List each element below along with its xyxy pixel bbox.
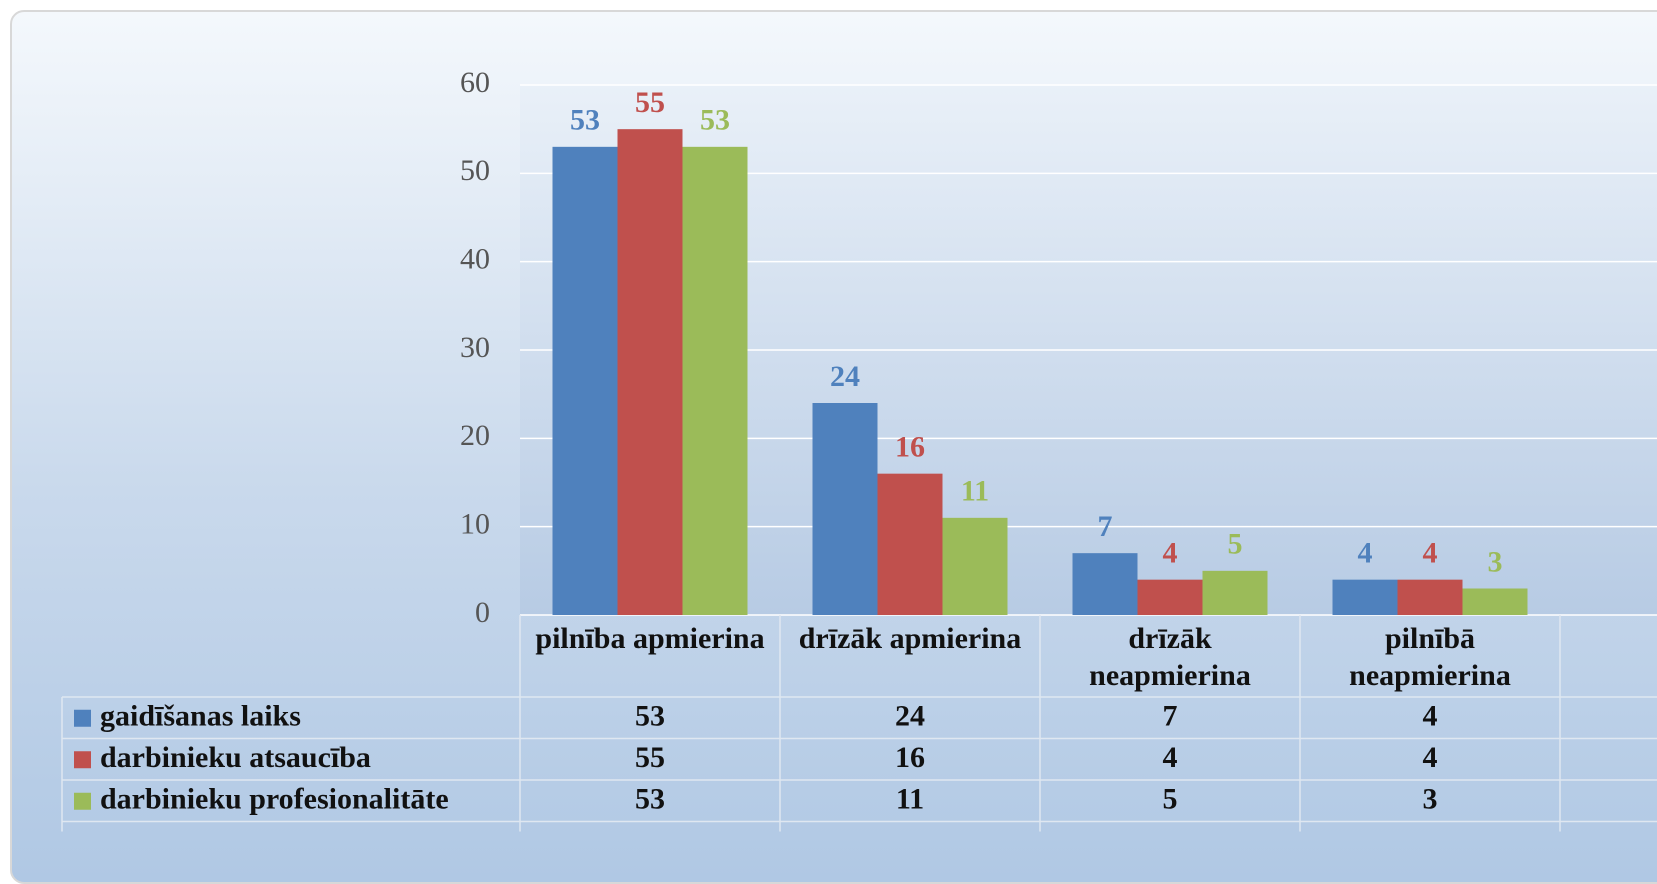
bar <box>812 403 878 615</box>
data-label: 11 <box>961 475 989 508</box>
data-label: 53 <box>570 104 600 137</box>
bar <box>1397 579 1463 615</box>
legend-label: gaidīšanas laiks <box>100 700 301 733</box>
table-value: 24 <box>895 700 925 733</box>
y-tick-label: 0 <box>475 596 490 629</box>
legend-label: darbinieku profesionalitāte <box>100 783 449 816</box>
bar <box>552 146 618 616</box>
table-value: 55 <box>635 741 665 774</box>
table-value: 4 <box>1423 741 1438 774</box>
data-label: 4 <box>1423 537 1438 570</box>
bar <box>877 473 943 615</box>
x-tick-label: pilnībā neapmierina <box>1349 622 1511 692</box>
legend-swatch <box>74 709 91 727</box>
table-value: 3 <box>1423 783 1438 816</box>
x-tick-label: pilnība apmierina <box>535 622 765 655</box>
x-tick-label: drīzāk neapmierina <box>1089 622 1251 692</box>
bar <box>1072 553 1138 615</box>
table-value: 4 <box>1423 700 1438 733</box>
data-label: 7 <box>1098 510 1113 543</box>
table-value: 53 <box>635 783 665 816</box>
bar <box>682 146 748 616</box>
data-label: 16 <box>895 431 925 464</box>
data-label: 4 <box>1163 537 1178 570</box>
y-tick-label: 60 <box>460 66 490 99</box>
bar <box>1462 588 1528 615</box>
bar <box>942 517 1008 615</box>
y-tick-label: 50 <box>460 154 490 187</box>
y-tick-label: 40 <box>460 243 490 276</box>
table-value: 11 <box>896 783 924 816</box>
table-value: 4 <box>1163 741 1178 774</box>
y-tick-label: 30 <box>460 331 490 364</box>
legend-label: darbinieku atsaucība <box>100 741 371 774</box>
legend-swatch <box>74 792 91 810</box>
data-label: 24 <box>830 360 860 393</box>
chart-frame: 0 10 20 30 40 50 60 53 55 53 24 16 11 7 4 5 4 4 3 gaidīšana… <box>10 10 1657 884</box>
legend-swatch <box>74 751 91 769</box>
y-tick-label: 10 <box>460 508 490 541</box>
data-label: 3 <box>1488 545 1503 578</box>
x-tick-label: drīzāk apmierina <box>798 622 1022 655</box>
y-tick-label: 20 <box>460 419 490 452</box>
data-label: 55 <box>635 86 665 119</box>
data-label: 4 <box>1358 537 1373 570</box>
table-value: 7 <box>1163 700 1178 733</box>
table-value: 16 <box>895 741 925 774</box>
table-value: 53 <box>635 700 665 733</box>
table-value: 5 <box>1163 783 1178 816</box>
bar <box>1202 570 1268 615</box>
bar <box>1137 579 1203 615</box>
bar <box>1332 579 1398 615</box>
data-label: 53 <box>700 104 730 137</box>
bar <box>617 129 683 615</box>
data-label: 5 <box>1228 528 1243 561</box>
